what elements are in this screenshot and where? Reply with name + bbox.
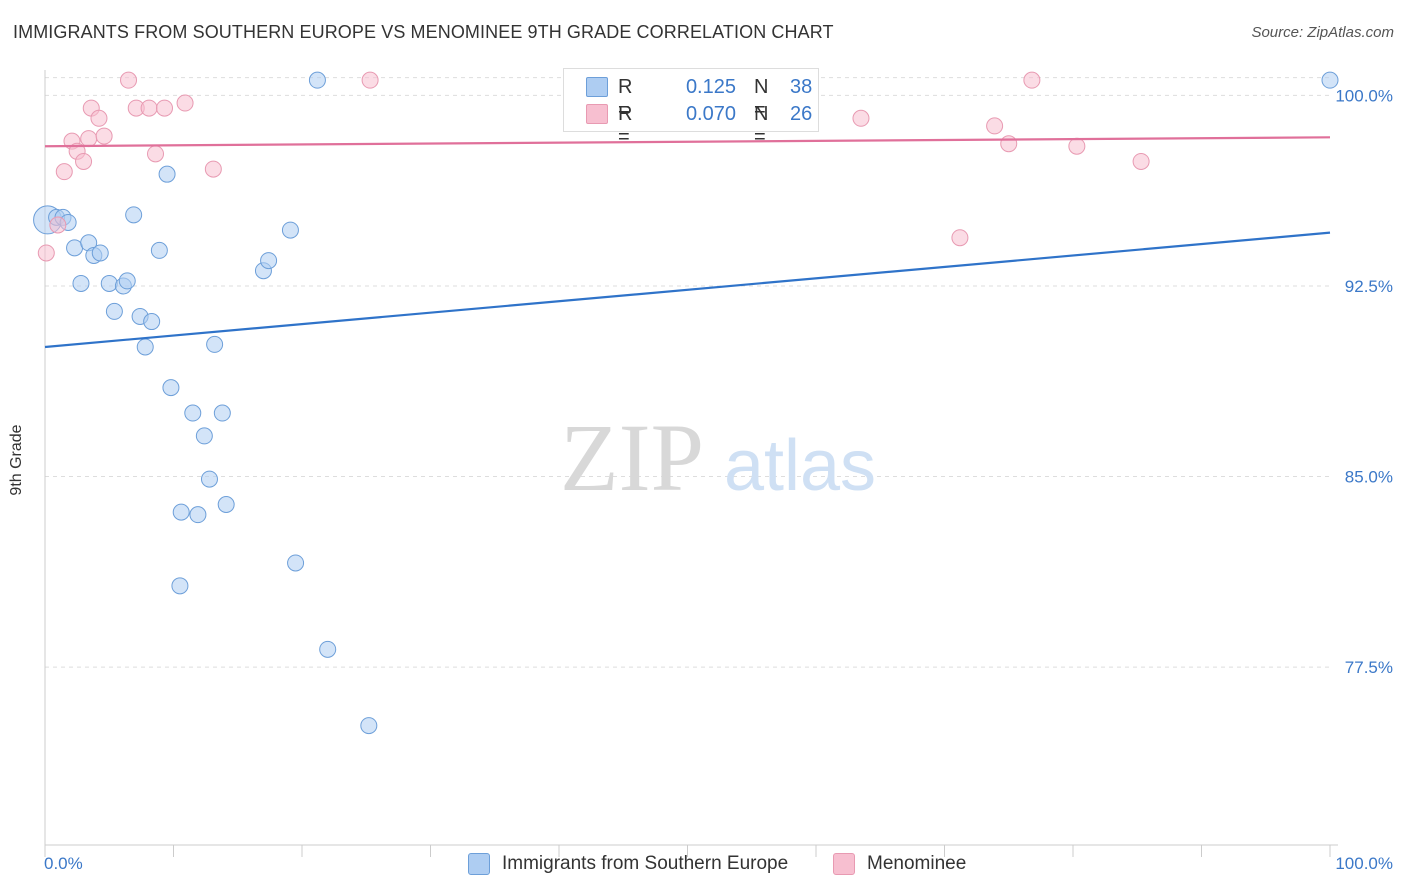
blue-data-point xyxy=(213,404,231,422)
blue-data-point xyxy=(200,470,218,488)
blue-data-point xyxy=(171,577,189,595)
n-key: N = xyxy=(754,76,769,121)
chart-title: IMMIGRANTS FROM SOUTHERN EUROPE VS MENOM… xyxy=(13,22,834,42)
blue-data-point xyxy=(91,244,109,262)
n-key: N = xyxy=(754,103,769,148)
x-tick-label: 0.0% xyxy=(44,854,83,873)
blue-data-point xyxy=(125,206,143,224)
pink-data-point xyxy=(204,160,222,178)
r-key: R = xyxy=(618,76,633,121)
n-value: 38 xyxy=(790,76,813,98)
legend-label: Immigrants from Southern Europe xyxy=(502,853,789,874)
blue-data-point xyxy=(143,313,161,331)
pink-data-point xyxy=(147,145,165,163)
y-axis-label: 9th Grade xyxy=(8,424,25,496)
blue-trend-line xyxy=(44,231,1331,349)
pink-swatch-icon xyxy=(833,853,855,875)
blue-data-point xyxy=(72,274,90,292)
blue-data-point xyxy=(105,302,123,320)
blue-data-point xyxy=(136,338,154,356)
blue-data-point xyxy=(195,427,213,445)
blue-data-point xyxy=(1321,71,1339,89)
y-tick-label: 85.0% xyxy=(1345,468,1393,487)
pink-data-point xyxy=(55,163,73,181)
pink-data-point xyxy=(95,127,113,145)
blue-data-point xyxy=(162,379,180,397)
pink-data-point xyxy=(140,99,158,117)
blue-swatch-icon xyxy=(586,77,608,97)
pink-data-point xyxy=(49,216,67,234)
pink-data-point xyxy=(37,244,55,262)
pink-data-point xyxy=(80,130,98,148)
blue-data-point xyxy=(118,272,136,290)
r-value: 0.125 xyxy=(685,76,736,98)
watermark-zip: ZIP xyxy=(560,404,704,511)
blue-data-point xyxy=(100,274,118,292)
pink-data-point xyxy=(1023,71,1041,89)
blue-data-point xyxy=(150,241,168,259)
blue-data-point xyxy=(189,506,207,524)
pink-data-point xyxy=(1068,137,1086,155)
pink-data-point xyxy=(951,229,969,247)
pink-data-point xyxy=(75,152,93,170)
blue-data-point xyxy=(319,640,337,658)
stats-legend: R = 0.125 N = 38 R = 0.070 N = 26 xyxy=(563,68,819,148)
legend-label: Menominee xyxy=(867,853,967,874)
source-credit: Source: ZipAtlas.com xyxy=(1251,24,1394,41)
blue-data-point xyxy=(172,503,190,521)
blue-data-point xyxy=(260,252,278,270)
blue-data-point xyxy=(66,239,84,257)
pink-data-point xyxy=(90,109,108,127)
pink-swatch-icon xyxy=(586,104,608,124)
blue-data-point xyxy=(281,221,299,239)
pink-data-point xyxy=(176,94,194,112)
blue-data-point xyxy=(158,165,176,183)
blue-data-point xyxy=(217,496,235,514)
pink-data-point xyxy=(852,109,870,127)
pink-data-point xyxy=(156,99,174,117)
blue-swatch-icon xyxy=(468,853,490,875)
blue-data-point xyxy=(308,71,326,89)
pink-data-point xyxy=(986,117,1004,135)
r-key: R = xyxy=(618,103,633,148)
x-tick-label: 100.0% xyxy=(1335,854,1393,873)
pink-data-point xyxy=(120,71,138,89)
y-tick-label: 77.5% xyxy=(1345,658,1393,677)
pink-data-point xyxy=(1000,135,1018,153)
pink-trend-line xyxy=(44,136,1331,148)
blue-data-point xyxy=(287,554,305,572)
y-tick-label: 92.5% xyxy=(1345,277,1393,296)
blue-data-point xyxy=(184,404,202,422)
y-tick-label: 100.0% xyxy=(1335,86,1393,105)
blue-data-point xyxy=(206,335,224,353)
n-value: 26 xyxy=(790,103,813,125)
r-value: 0.070 xyxy=(685,103,736,125)
pink-data-point xyxy=(1132,152,1150,170)
pink-data-point xyxy=(361,71,379,89)
watermark-atlas: atlas xyxy=(724,426,876,506)
blue-data-point xyxy=(360,717,378,735)
